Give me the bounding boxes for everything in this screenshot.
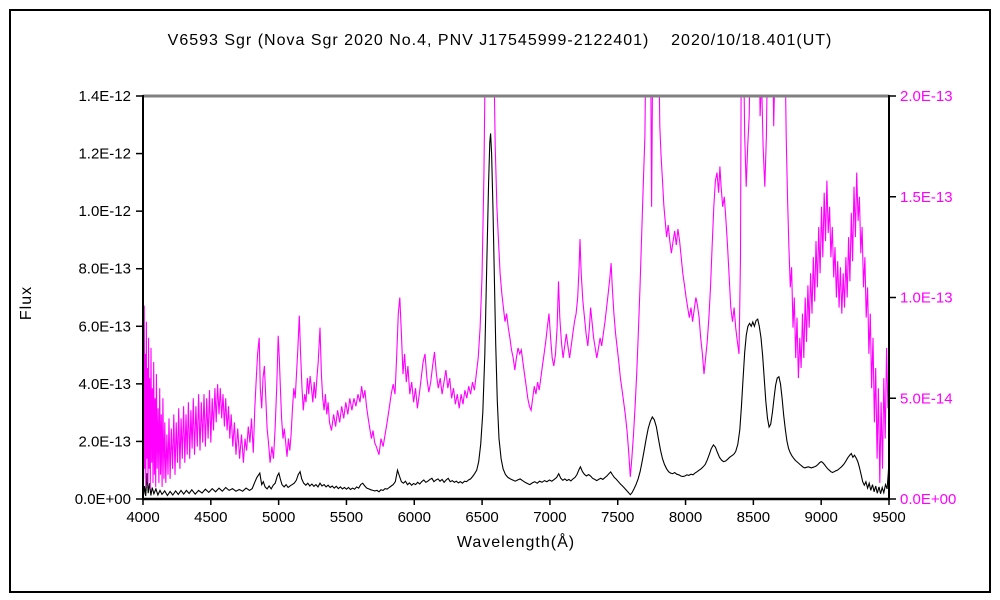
- spectrum-black-line: [143, 133, 889, 497]
- x-tick-label: 9500: [872, 509, 905, 526]
- x-tick-label: 7500: [601, 509, 634, 526]
- left-y-tick-label: 1.4E-12: [78, 88, 131, 105]
- x-axis-label-wavelength: Wavelength(Å): [456, 534, 576, 551]
- right-y-tick-label: 1.0E-13: [900, 290, 953, 307]
- x-tick-label: 6500: [465, 509, 498, 526]
- spectrum-magenta-line: [143, 96, 889, 489]
- left-y-tick-label: 1.2E-12: [78, 146, 131, 163]
- right-y-tick-label: 2.0E-13: [900, 88, 953, 105]
- figure-border: [9, 9, 991, 593]
- x-tick-label: 4000: [126, 509, 159, 526]
- left-y-tick-label: 0.0E+00: [75, 491, 131, 508]
- right-y-tick-label: 0.0E+00: [900, 491, 956, 508]
- x-tick-label: 8500: [737, 509, 770, 526]
- right-y-tick-label: 1.5E-13: [900, 189, 953, 206]
- x-tick-label: 4500: [194, 509, 227, 526]
- left-y-tick-label: 6.0E-13: [78, 318, 131, 335]
- right-y-tick-label: 5.0E-14: [900, 390, 953, 407]
- left-y-tick-label: 4.0E-13: [78, 376, 131, 393]
- x-tick-label: 9000: [804, 509, 837, 526]
- x-tick-label: 5500: [330, 509, 363, 526]
- left-y-tick-label: 2.0E-13: [78, 433, 131, 450]
- left-y-tick-label: 1.0E-12: [78, 203, 131, 220]
- x-tick-label: 8000: [669, 509, 702, 526]
- left-y-tick-label: 8.0E-13: [78, 261, 131, 278]
- x-tick-label: 7000: [533, 509, 566, 526]
- x-tick-label: 6000: [398, 509, 431, 526]
- chart-title: V6593 Sgr (Nova Sgr 2020 No.4, PNV J1754…: [167, 32, 833, 49]
- x-tick-label: 5000: [262, 509, 295, 526]
